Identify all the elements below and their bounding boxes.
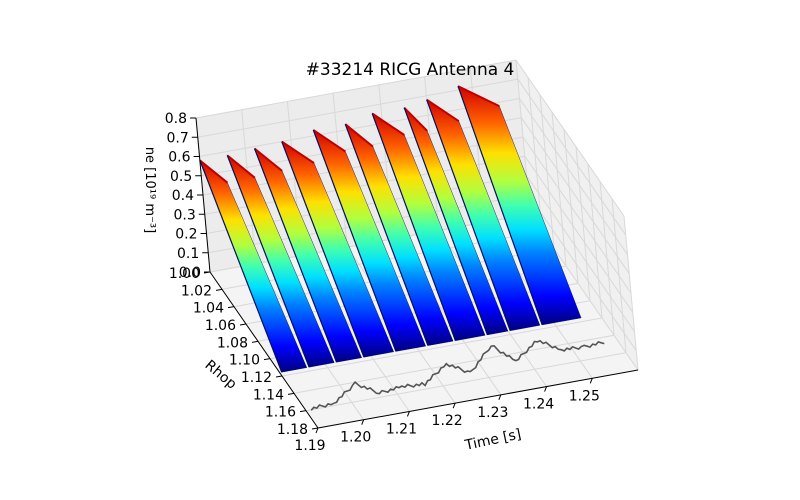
ridge-edge [426, 99, 511, 331]
ridge-crest [199, 159, 229, 184]
ridge-crest [344, 123, 374, 148]
signal-trace-line [310, 339, 605, 411]
y-gridline [305, 198, 627, 412]
ridge-crest [403, 106, 428, 132]
x-tick [544, 386, 548, 392]
z-tick-label: 0.5 [170, 169, 192, 185]
y-tick [275, 375, 283, 378]
ridge-edge [457, 86, 543, 326]
x-tick-label: 1.20 [340, 430, 371, 446]
y-tick-label: 1.04 [193, 301, 224, 317]
y-tick-label: 1.10 [229, 353, 260, 369]
chart-title: #33214 RICG Antenna 4 [306, 60, 515, 80]
x-axis-label: Time [s] [463, 426, 523, 454]
y-tick-label: 1.00 [169, 266, 200, 282]
signal-trace [310, 339, 605, 411]
ridge-crest [371, 112, 405, 136]
y-gridline [281, 163, 603, 377]
z-tick-label: 0.8 [165, 111, 187, 127]
y-tick [287, 392, 295, 395]
z-axis-label: ne [10¹⁹ m⁻³] [142, 147, 157, 233]
ridge-crest [281, 140, 315, 164]
x-tick-label: 1.24 [523, 397, 554, 413]
ridge-edge [253, 148, 338, 363]
y-tick-label: 1.16 [265, 405, 296, 421]
z-tick-label: 0.7 [166, 130, 188, 146]
z-tick-label: 0.4 [172, 188, 194, 204]
x-tick-label: 1.19 [294, 438, 325, 454]
ridge-edge [226, 155, 310, 368]
y-tick-label: 1.18 [277, 422, 308, 438]
x-tick-label: 1.22 [432, 413, 463, 429]
z-tick-label: 0.3 [173, 207, 195, 223]
ridge-edge [312, 129, 397, 352]
y-tick-label: 1.12 [241, 370, 272, 386]
ridge-crest [226, 154, 256, 179]
z-tick-label: 0.2 [175, 227, 197, 243]
ridge-crest [253, 147, 283, 172]
y-tick [263, 358, 271, 361]
y-tick [251, 340, 259, 343]
ridge-crest [426, 98, 460, 123]
ridge-crest [457, 85, 500, 108]
ridge-edge [403, 107, 488, 336]
y-tick-label: 1.08 [217, 335, 248, 351]
z-tick-label: 0.6 [168, 150, 190, 166]
x-tick-label: 1.23 [477, 405, 508, 421]
y-tick [227, 306, 235, 309]
y-tick [299, 410, 307, 413]
ridge-edge [281, 141, 365, 358]
z-tick-label: 0.0 [179, 265, 201, 281]
x-tick [589, 378, 593, 384]
x-tick [452, 402, 456, 409]
ridge-edge [199, 160, 283, 373]
y-tick [239, 323, 247, 326]
y-tick [215, 288, 223, 291]
axes: 1.19 1.20 1.21 1.22 1.23 1.24 1.25 1.001.02 1.04… [165, 111, 639, 454]
x-tick [406, 411, 410, 417]
x-tick-label: 1.21 [386, 421, 417, 437]
y-tick-label: 1.02 [181, 283, 212, 299]
surface [199, 85, 582, 373]
x-tick-label: 1.25 [569, 388, 600, 404]
y-tick-label: 1.06 [205, 318, 236, 334]
y-tick [311, 427, 319, 430]
ridge-edge [344, 123, 429, 346]
y-tick-label: 1.14 [253, 387, 284, 403]
y-axis-line [209, 271, 319, 429]
x-tick [315, 427, 319, 434]
x-tick [498, 394, 502, 401]
ridge-crest [312, 129, 346, 153]
y-gridline [293, 181, 615, 394]
x-axis-line [317, 369, 639, 429]
ridge-edge [371, 113, 456, 341]
z-tick-label: 0.1 [177, 246, 199, 262]
x-tick [361, 419, 365, 425]
